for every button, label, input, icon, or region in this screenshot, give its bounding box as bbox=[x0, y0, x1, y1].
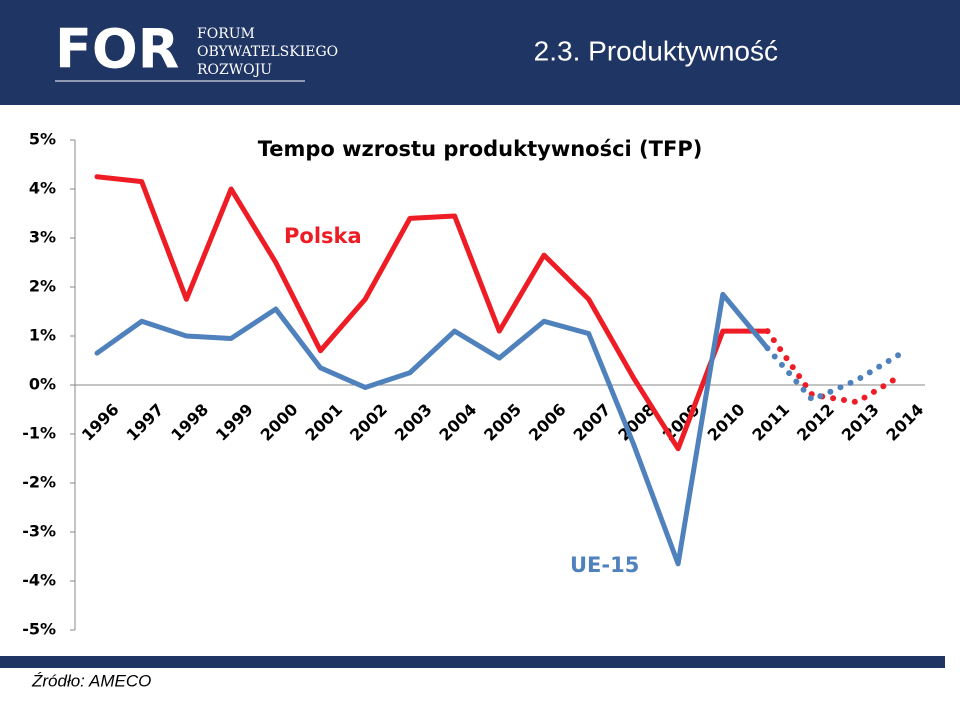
chart-title: Tempo wzrostu produktywności (TFP) bbox=[258, 137, 703, 161]
logo: FOR bbox=[55, 18, 179, 81]
y-tick-label: 3% bbox=[29, 228, 56, 247]
source: Źródło: AMECO bbox=[31, 671, 151, 690]
y-tick-label: 2% bbox=[29, 277, 56, 296]
header-band bbox=[0, 0, 960, 105]
series-label: Polska bbox=[284, 224, 362, 248]
y-tick-label: 1% bbox=[29, 326, 56, 345]
y-tick-label: -5% bbox=[22, 620, 56, 639]
y-tick-label: 0% bbox=[29, 375, 56, 394]
data-line bbox=[94, 174, 770, 452]
forecast-line bbox=[764, 328, 905, 406]
footer-band bbox=[0, 656, 945, 668]
y-tick-label: 5% bbox=[29, 130, 56, 149]
y-tick-label: -3% bbox=[22, 522, 56, 541]
y-tick-label: -4% bbox=[22, 571, 56, 590]
logo-text: ROZWOJU bbox=[197, 62, 272, 78]
logo-text: FORUM bbox=[197, 26, 255, 42]
y-tick-label: -1% bbox=[22, 424, 56, 443]
series-label: UE-15 bbox=[570, 553, 639, 577]
data-line bbox=[94, 291, 770, 567]
logo-text: OBYWATELSKIEGO bbox=[197, 44, 338, 60]
slide-title: 2.3. Produktywność bbox=[534, 35, 778, 66]
y-tick-label: -2% bbox=[22, 473, 56, 492]
forecast-line bbox=[764, 345, 905, 403]
y-tick-label: 4% bbox=[29, 179, 56, 198]
